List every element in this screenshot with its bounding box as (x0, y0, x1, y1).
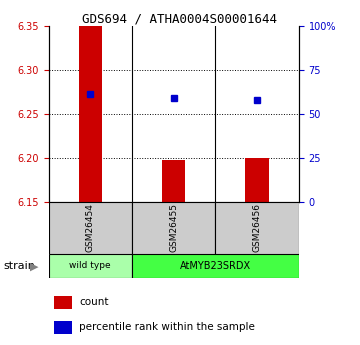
Bar (246, 158, 269, 202)
Text: GSM26456: GSM26456 (253, 203, 262, 252)
Bar (49, 254, 132, 278)
Text: count: count (80, 297, 109, 307)
Text: ▶: ▶ (30, 262, 39, 271)
Bar (215, 202, 299, 254)
Bar (49, 202, 132, 254)
Bar (132, 202, 215, 254)
Bar (132, 254, 299, 278)
Bar (54, 321, 72, 334)
Text: strain: strain (4, 262, 36, 271)
Text: GSM26455: GSM26455 (169, 203, 178, 252)
Text: percentile rank within the sample: percentile rank within the sample (80, 323, 255, 333)
Text: GDS694 / ATHA0004S00001644: GDS694 / ATHA0004S00001644 (82, 12, 278, 25)
Bar (54, 296, 72, 309)
Text: AtMYB23SRDX: AtMYB23SRDX (180, 261, 251, 270)
Text: wild type: wild type (69, 261, 111, 270)
Bar (78, 26, 102, 202)
Bar (162, 160, 185, 202)
Text: GSM26454: GSM26454 (86, 203, 95, 252)
